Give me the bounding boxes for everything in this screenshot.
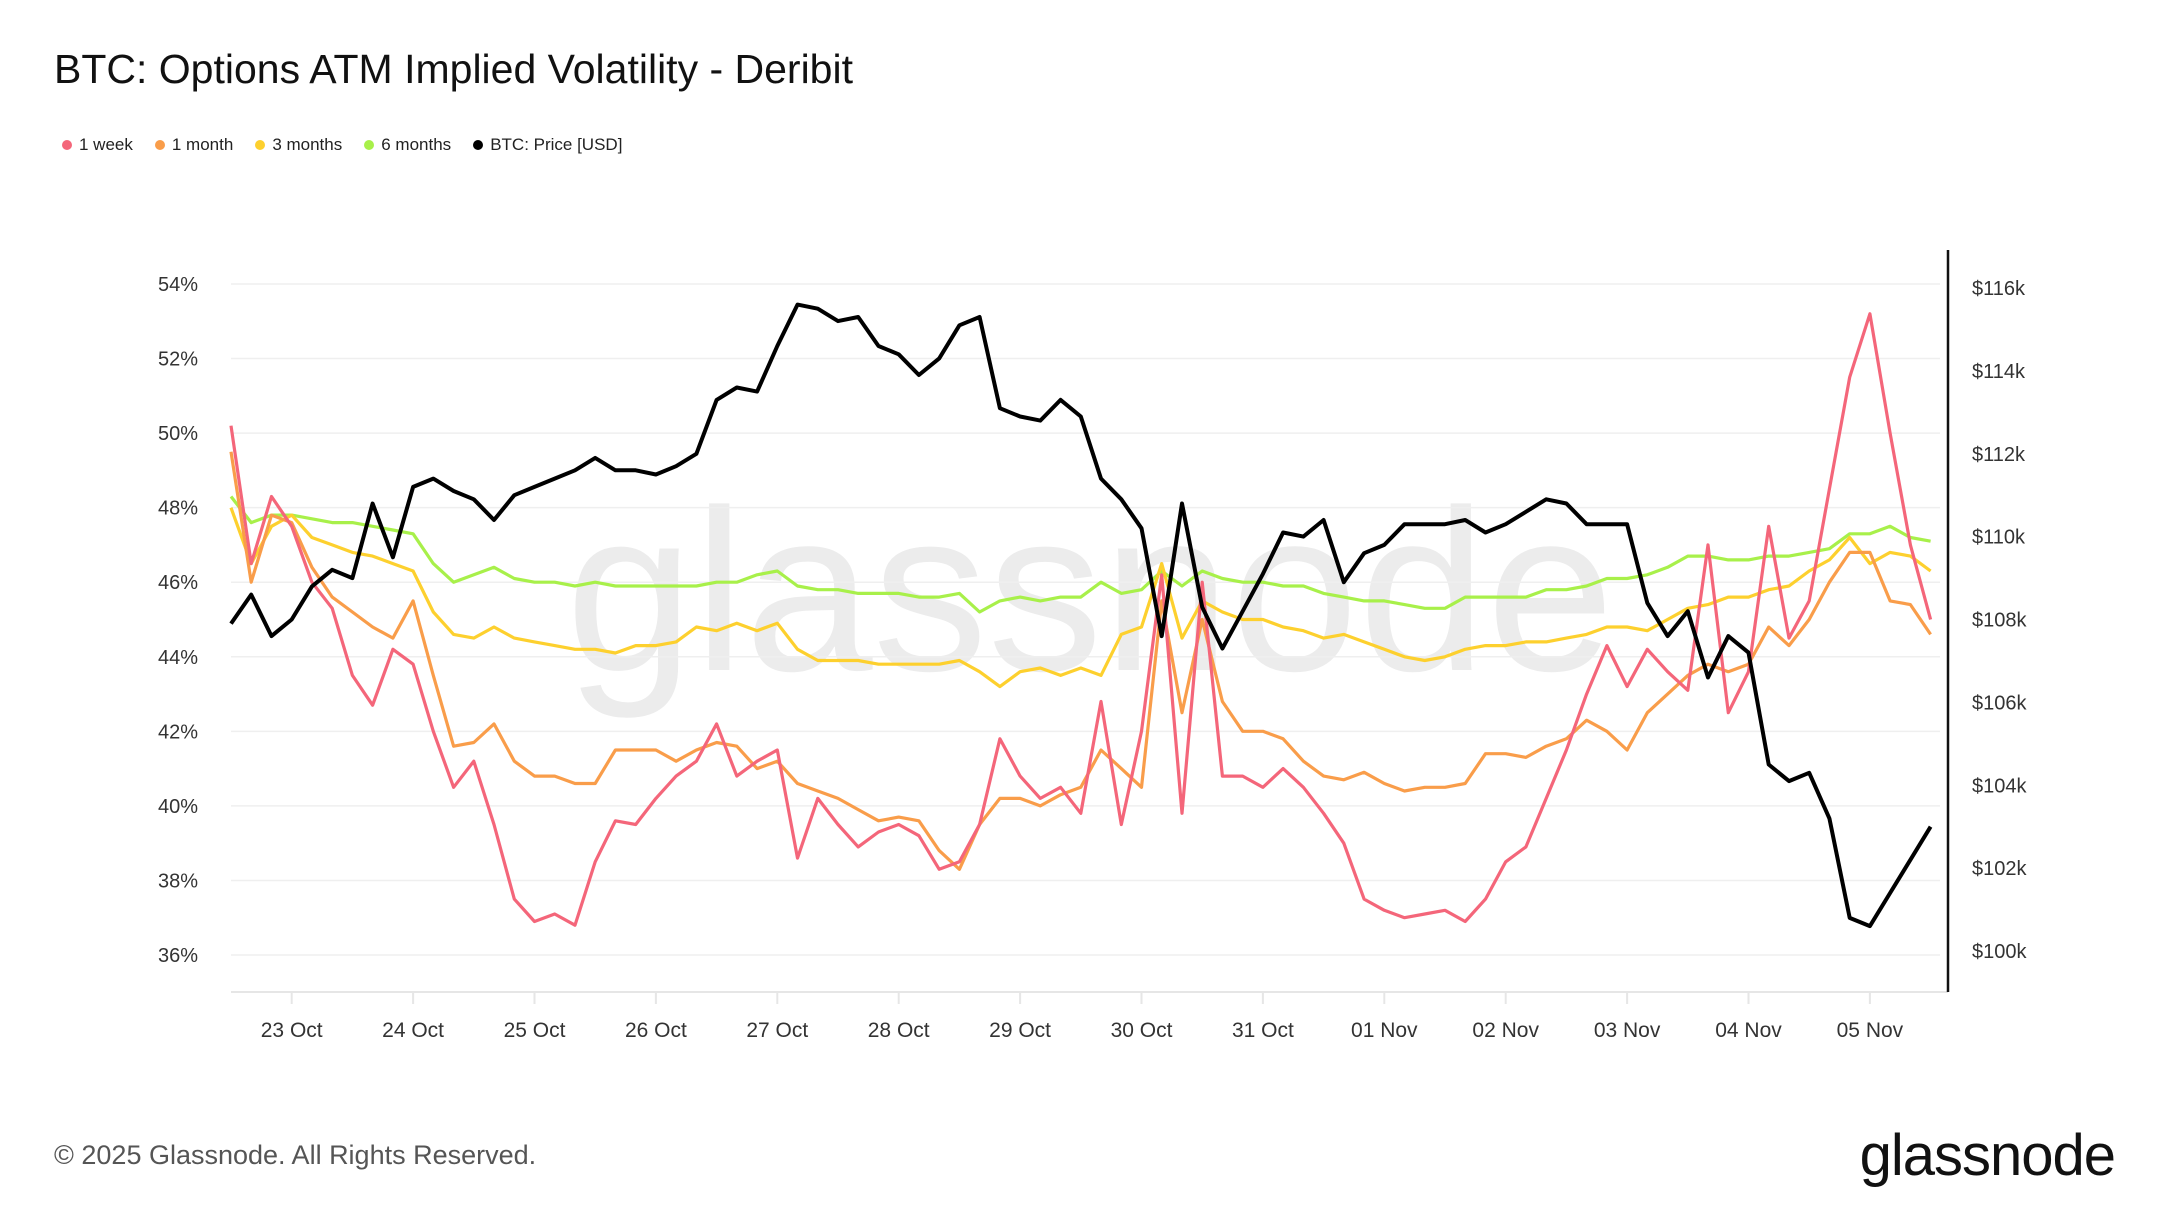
series-line-3-months <box>229 507 1932 689</box>
x-tick-label: 29 Oct <box>989 1019 1051 1042</box>
x-tick-label: 23 Oct <box>261 1019 323 1042</box>
x-tick-label: 28 Oct <box>868 1019 930 1042</box>
y-left-tick-label: 40% <box>158 796 198 818</box>
series-line-1-month <box>229 451 1932 871</box>
legend-dot-icon <box>154 140 165 150</box>
x-tick-label: 04 Nov <box>1715 1019 1782 1042</box>
y-left-tick-label: 42% <box>158 721 198 743</box>
legend: 1 week 1 month 3 months 6 months BTC: Pr… <box>62 135 622 155</box>
y-right-tick-label: $116k <box>1972 278 2026 300</box>
legend-dot-icon <box>473 140 484 150</box>
legend-dot-icon <box>364 140 375 150</box>
x-tick-label: 02 Nov <box>1472 1019 1539 1042</box>
series-line-1-week <box>229 312 1933 927</box>
series-lines <box>229 302 1933 929</box>
legend-dot-icon <box>255 140 266 150</box>
legend-item-1-month[interactable]: 1 month <box>154 135 234 155</box>
y-left-tick-label: 36% <box>158 945 198 967</box>
series-line-btc-price-usd <box>229 302 1933 929</box>
legend-dot-icon <box>62 140 72 150</box>
y-right-tick-label: $104k <box>1972 775 2027 797</box>
chart-title: BTC: Options ATM Implied Volatility - De… <box>54 46 853 92</box>
legend-label: 6 months <box>381 135 452 154</box>
y-left-tick-label: 44% <box>158 647 198 669</box>
y-right-tick-label: $102k <box>1972 858 2027 880</box>
gridlines <box>231 283 1940 956</box>
y-left-tick-label: 54% <box>158 274 198 296</box>
y-right-tick-label: $112k <box>1972 444 2026 466</box>
legend-item-3-months[interactable]: 3 months <box>255 135 342 155</box>
x-tick-label: 25 Oct <box>504 1019 566 1042</box>
y-left-tick-label: 52% <box>158 349 198 371</box>
series-line-6-months <box>229 495 1931 614</box>
legend-label: 1 week <box>79 135 133 154</box>
y-left-tick-label: 46% <box>158 572 198 594</box>
axes: 36% 38% 40% 42% 44% 46% 48% 50% 52% 54% $100k $102k… <box>158 250 2027 1042</box>
x-tick-label: 24 Oct <box>382 1019 444 1042</box>
copyright: © 2025 Glassnode. All Rights Reserved. <box>54 1140 537 1170</box>
x-tick-label: 27 Oct <box>746 1019 808 1042</box>
y-right-tick-label: $110k <box>1972 527 2026 549</box>
legend-label: 3 months <box>272 135 343 154</box>
x-tick-label: 01 Nov <box>1351 1019 1418 1042</box>
legend-item-1-week[interactable]: 1 week <box>62 135 133 155</box>
legend-item-6-months[interactable]: 6 months <box>364 135 451 155</box>
y-right-tick-label: $114k <box>1972 361 2026 383</box>
x-tick-label: 26 Oct <box>625 1019 687 1042</box>
y-right-tick-label: $100k <box>1972 941 2027 963</box>
y-right-tick-label: $108k <box>1972 610 2027 632</box>
y-left-tick-label: 38% <box>158 870 198 892</box>
x-tick-label: 03 Nov <box>1594 1019 1661 1042</box>
y-left-tick-label: 50% <box>158 423 198 445</box>
glassnode-logo: glassnode <box>1859 1123 2116 1188</box>
y-right-tick-label: $106k <box>1972 692 2027 714</box>
legend-item-btc-price[interactable]: BTC: Price [USD] <box>473 135 622 155</box>
legend-label: 1 month <box>171 135 234 154</box>
x-tick-label: 05 Nov <box>1837 1019 1904 1042</box>
legend-label: BTC: Price [USD] <box>490 135 623 154</box>
x-tick-label: 30 Oct <box>1111 1019 1173 1042</box>
x-tick-label: 31 Oct <box>1232 1019 1294 1042</box>
y-left-tick-label: 48% <box>158 498 198 520</box>
